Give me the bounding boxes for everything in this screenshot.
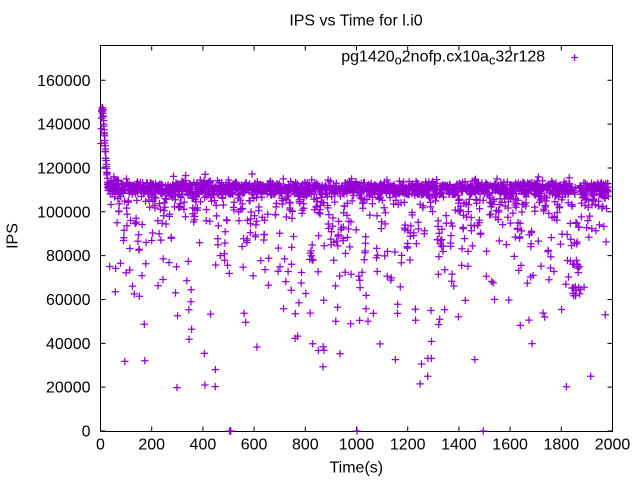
svg-text:2000: 2000 (595, 437, 631, 454)
svg-text:1600: 1600 (492, 437, 528, 454)
svg-text:600: 600 (241, 437, 268, 454)
svg-text:20000: 20000 (46, 380, 91, 397)
svg-text:Time(s): Time(s) (329, 460, 383, 477)
svg-text:140000: 140000 (37, 117, 90, 134)
svg-text:1000: 1000 (339, 437, 375, 454)
svg-text:IPS vs Time for l.i0: IPS vs Time for l.i0 (289, 13, 422, 30)
svg-text:100000: 100000 (37, 204, 90, 221)
svg-text:40000: 40000 (46, 336, 91, 353)
svg-text:120000: 120000 (37, 161, 90, 178)
svg-text:60000: 60000 (46, 292, 91, 309)
svg-text:400: 400 (190, 437, 217, 454)
svg-text:160000: 160000 (37, 73, 90, 90)
svg-text:80000: 80000 (46, 248, 91, 265)
svg-text:800: 800 (292, 437, 319, 454)
svg-text:pg1420o2nofp.cx10ac32r128: pg1420o2nofp.cx10ac32r128 (341, 49, 545, 68)
svg-text:0: 0 (96, 437, 105, 454)
svg-text:1400: 1400 (441, 437, 477, 454)
svg-text:1800: 1800 (544, 437, 580, 454)
svg-text:IPS: IPS (5, 223, 22, 249)
svg-text:200: 200 (138, 437, 165, 454)
svg-text:1200: 1200 (390, 437, 426, 454)
svg-text:0: 0 (82, 424, 91, 441)
